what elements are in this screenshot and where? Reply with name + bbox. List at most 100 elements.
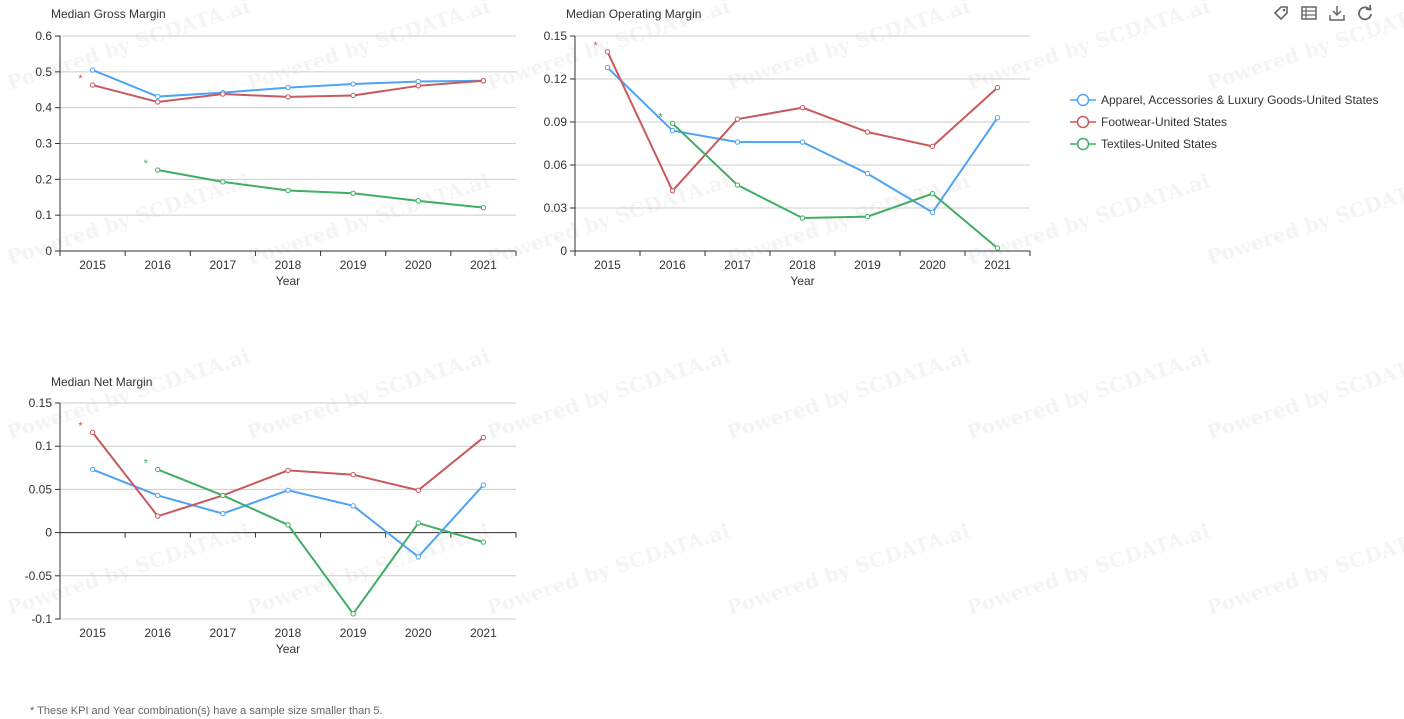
data-point[interactable] (415, 78, 421, 85)
data-point[interactable] (89, 429, 96, 436)
data-point[interactable] (864, 213, 871, 220)
data-point[interactable] (350, 190, 356, 197)
data-point[interactable] (669, 120, 676, 127)
data-point[interactable] (604, 49, 611, 55)
data-point[interactable] (220, 91, 226, 97)
x-tick-label: 2015 (79, 258, 106, 272)
x-tick-label: 2015 (79, 626, 106, 640)
data-point[interactable] (929, 190, 936, 197)
data-point[interactable] (155, 513, 161, 519)
data-point[interactable] (285, 94, 291, 100)
chart-title: Median Operating Margin (566, 7, 701, 21)
data-view-icon[interactable] (1300, 4, 1318, 22)
y-tick-label: 0.05 (29, 482, 53, 496)
data-point[interactable] (415, 554, 421, 560)
data-point[interactable] (285, 487, 291, 493)
sample-size-asterisk: * (658, 111, 663, 123)
chart-2: Median Net Margin -0.1 -0.05 0 0.05 0.1 0.15 20… (25, 375, 517, 656)
data-point[interactable] (480, 434, 487, 441)
data-point[interactable] (994, 115, 1001, 121)
legend-marker-icon (1070, 115, 1096, 129)
legend-item-apparel[interactable]: Apparel, Accessories & Luxury Goods-Unit… (1070, 89, 1378, 111)
data-point[interactable] (285, 467, 291, 474)
data-point[interactable] (155, 93, 161, 100)
sample-size-asterisk: * (144, 458, 149, 470)
x-tick-label: 2017 (210, 626, 237, 640)
x-tick-label: 2019 (340, 258, 367, 272)
series-line (91, 431, 485, 518)
y-tick-label: 0.1 (35, 208, 52, 222)
data-point[interactable] (415, 83, 421, 89)
data-point[interactable] (480, 539, 487, 545)
data-point[interactable] (799, 215, 806, 221)
data-point[interactable] (89, 82, 96, 88)
data-point[interactable] (155, 466, 161, 473)
data-point[interactable] (929, 209, 936, 216)
data-point[interactable] (415, 198, 421, 204)
data-point[interactable] (734, 139, 741, 145)
data-point[interactable] (350, 472, 356, 478)
refresh-icon[interactable] (1356, 4, 1374, 22)
data-point[interactable] (480, 482, 487, 488)
y-tick-label: 0.6 (35, 29, 52, 43)
data-point[interactable] (220, 492, 226, 499)
y-tick-label: 0.1 (35, 439, 52, 453)
data-point[interactable] (155, 492, 161, 499)
legend: Apparel, Accessories & Luxury Goods-Unit… (1070, 89, 1378, 155)
y-tick-label: 0.15 (29, 396, 53, 410)
chart-title: Median Net Margin (51, 375, 152, 389)
data-point[interactable] (669, 188, 676, 194)
series-line (157, 169, 484, 209)
data-point[interactable] (350, 503, 356, 509)
data-point[interactable] (799, 139, 806, 145)
x-tick-label: 2020 (405, 258, 432, 272)
legend-label: Apparel, Accessories & Luxury Goods-Unit… (1101, 93, 1379, 107)
data-point[interactable] (734, 182, 741, 188)
legend-item-textiles[interactable]: Textiles-United States (1070, 133, 1378, 155)
data-point[interactable] (415, 520, 421, 526)
x-tick-label: 2021 (470, 258, 497, 272)
data-point[interactable] (350, 92, 356, 99)
data-point[interactable] (285, 84, 291, 91)
data-point[interactable] (994, 245, 1001, 251)
data-point[interactable] (155, 99, 161, 105)
y-tick-label: -0.05 (25, 569, 53, 583)
data-point[interactable] (350, 611, 356, 617)
tag-icon[interactable] (1272, 4, 1290, 22)
data-point[interactable] (864, 170, 871, 177)
data-point[interactable] (994, 84, 1001, 91)
download-icon[interactable] (1328, 4, 1346, 22)
data-point[interactable] (604, 64, 611, 71)
series-line (606, 51, 999, 193)
x-axis-label: Year (276, 274, 300, 288)
chart-0: Median Gross Margin 0 0.1 0.2 0.3 0.4 0.5 0.6 20… (35, 7, 517, 288)
data-point[interactable] (89, 67, 96, 73)
data-point[interactable] (155, 167, 161, 173)
data-point[interactable] (220, 510, 226, 517)
legend-item-footwear[interactable]: Footwear-United States (1070, 111, 1378, 133)
data-point[interactable] (480, 204, 487, 211)
data-point[interactable] (734, 116, 741, 122)
x-tick-label: 2018 (789, 258, 816, 272)
y-tick-label: 0.5 (35, 65, 52, 79)
chart-title: Median Gross Margin (51, 7, 166, 21)
data-point[interactable] (929, 143, 936, 150)
data-point[interactable] (669, 127, 676, 134)
data-point[interactable] (220, 179, 226, 185)
data-point[interactable] (285, 522, 291, 528)
data-point[interactable] (864, 129, 871, 135)
x-tick-label: 2018 (275, 626, 302, 640)
data-point[interactable] (415, 487, 421, 493)
data-point[interactable] (480, 78, 487, 84)
chart-1: Median Operating Margin 0 0.03 0.06 0.09 0.12… (544, 7, 1031, 288)
y-tick-label: 0.4 (35, 101, 52, 115)
y-tick-label: 0.06 (544, 158, 568, 172)
data-point[interactable] (285, 187, 291, 194)
y-tick-label: 0.03 (544, 201, 568, 215)
y-tick-label: 0 (45, 526, 52, 540)
data-point[interactable] (89, 466, 96, 473)
data-point[interactable] (799, 104, 806, 111)
legend-label: Footwear-United States (1101, 115, 1228, 129)
data-point[interactable] (350, 81, 356, 87)
